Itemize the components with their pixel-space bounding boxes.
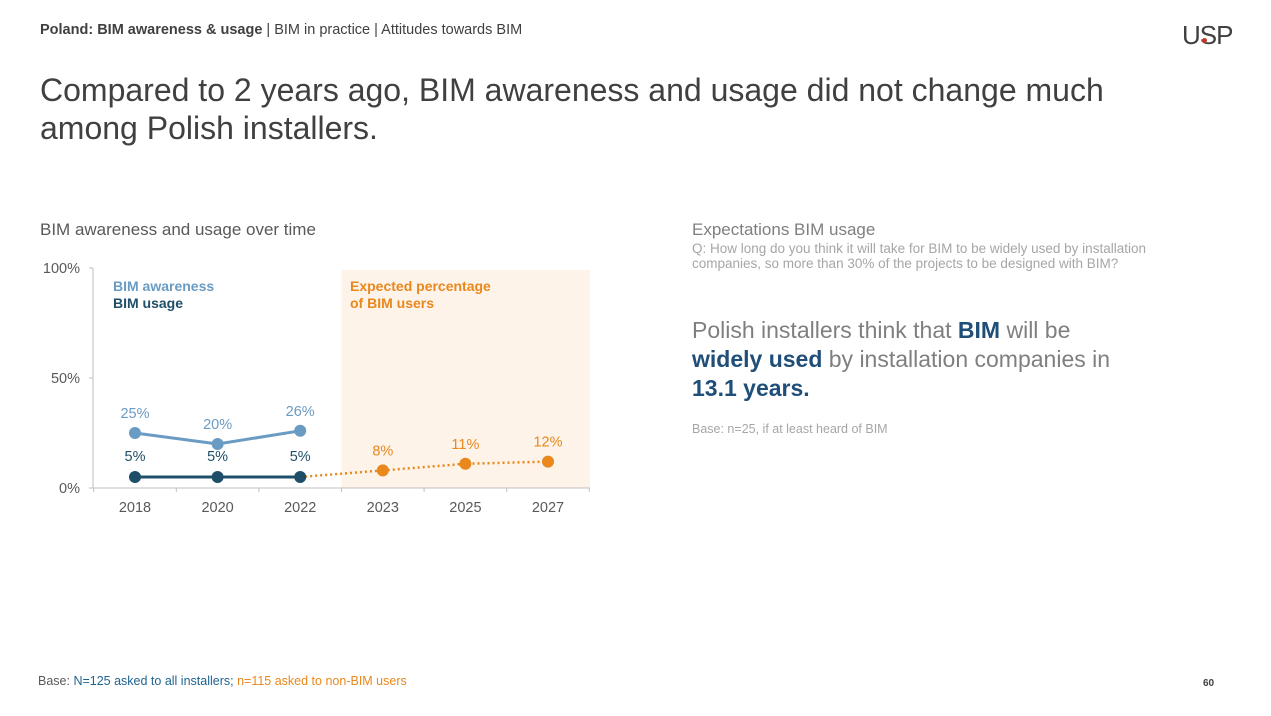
key-statement: Polish installers think that BIM will be…: [692, 316, 1112, 403]
logo-dot-icon: [1202, 38, 1207, 43]
statement-part: Polish installers think that: [692, 317, 958, 343]
awareness-point: [129, 427, 141, 439]
expected-point: [459, 457, 472, 470]
chart-title: BIM awareness and usage over time: [40, 220, 316, 239]
usage-point: [129, 471, 141, 483]
statement-highlight: widely used: [692, 346, 823, 372]
expected-point: [376, 464, 389, 477]
x-tick-label: 2020: [201, 500, 233, 516]
statement-part: will be: [1000, 317, 1071, 343]
legend-expected-line1: Expected percentage: [350, 278, 491, 294]
footer-base-prefix: Base:: [38, 674, 74, 688]
line-chart: 100% 50% 0% 2018 2020 2022 2023 2025 2027 25% 20% 2…: [43, 261, 590, 516]
awareness-data-label: 26%: [286, 404, 315, 420]
footer-base-blue: N=125 asked to all installers;: [73, 674, 238, 688]
expected-data-label: 11%: [451, 437, 479, 453]
usage-point: [211, 471, 224, 483]
footer-base-orange: n=115 asked to non-BIM users: [237, 674, 407, 688]
usp-logo: USP: [1182, 20, 1233, 51]
logo-text: USP: [1182, 20, 1233, 50]
right-panel-title: Expectations BIM usage: [692, 220, 876, 239]
survey-question: Q: How long do you think it will take fo…: [692, 241, 1146, 271]
usage-data-label: 5%: [125, 449, 146, 465]
usage-data-label: 5%: [207, 449, 228, 465]
usage-data-label: 5%: [290, 449, 311, 465]
breadcrumb-rest: | BIM in practice | Attitudes towards BI…: [262, 22, 523, 38]
legend-usage: BIM usage: [113, 295, 183, 311]
statement-highlight: 13.1 years.: [692, 375, 810, 401]
awareness-data-label: 20%: [203, 417, 232, 433]
legend-expected-line2: of BIM users: [350, 295, 434, 311]
breadcrumb: Poland: BIM awareness & usage | BIM in p…: [40, 22, 522, 38]
forecast-region: [341, 270, 590, 488]
breadcrumb-current: Poland: BIM awareness & usage: [40, 22, 263, 38]
statement-part: by installation companies in: [822, 346, 1111, 372]
x-tick-label: 2027: [532, 500, 564, 516]
y-tick-label: 50%: [51, 371, 80, 387]
awareness-point: [294, 424, 307, 437]
usage-point: [294, 471, 307, 483]
page-title: Compared to 2 years ago, BIM awareness a…: [40, 72, 1104, 146]
x-tick-label: 2023: [367, 500, 399, 516]
page-number: 60: [1203, 678, 1215, 689]
expected-point: [542, 455, 554, 468]
right-panel-base: Base: n=25, if at least heard of BIM: [692, 422, 888, 436]
footer-base: Base: N=125 asked to all installers; n=1…: [38, 674, 407, 688]
x-tick-label: 2022: [284, 500, 316, 516]
y-tick-label: 100%: [43, 261, 80, 277]
legend-awareness: BIM awareness: [113, 278, 214, 294]
y-tick-label: 0%: [59, 481, 80, 497]
statement-highlight: BIM: [957, 317, 1001, 343]
expected-data-label: 8%: [372, 443, 393, 459]
expected-data-label: 12%: [533, 435, 562, 451]
expected-connector-line: [300, 469, 383, 479]
awareness-point: [211, 438, 224, 450]
x-tick-label: 2025: [449, 500, 481, 516]
x-tick-label: 2018: [119, 500, 151, 516]
awareness-data-label: 25%: [120, 406, 149, 422]
